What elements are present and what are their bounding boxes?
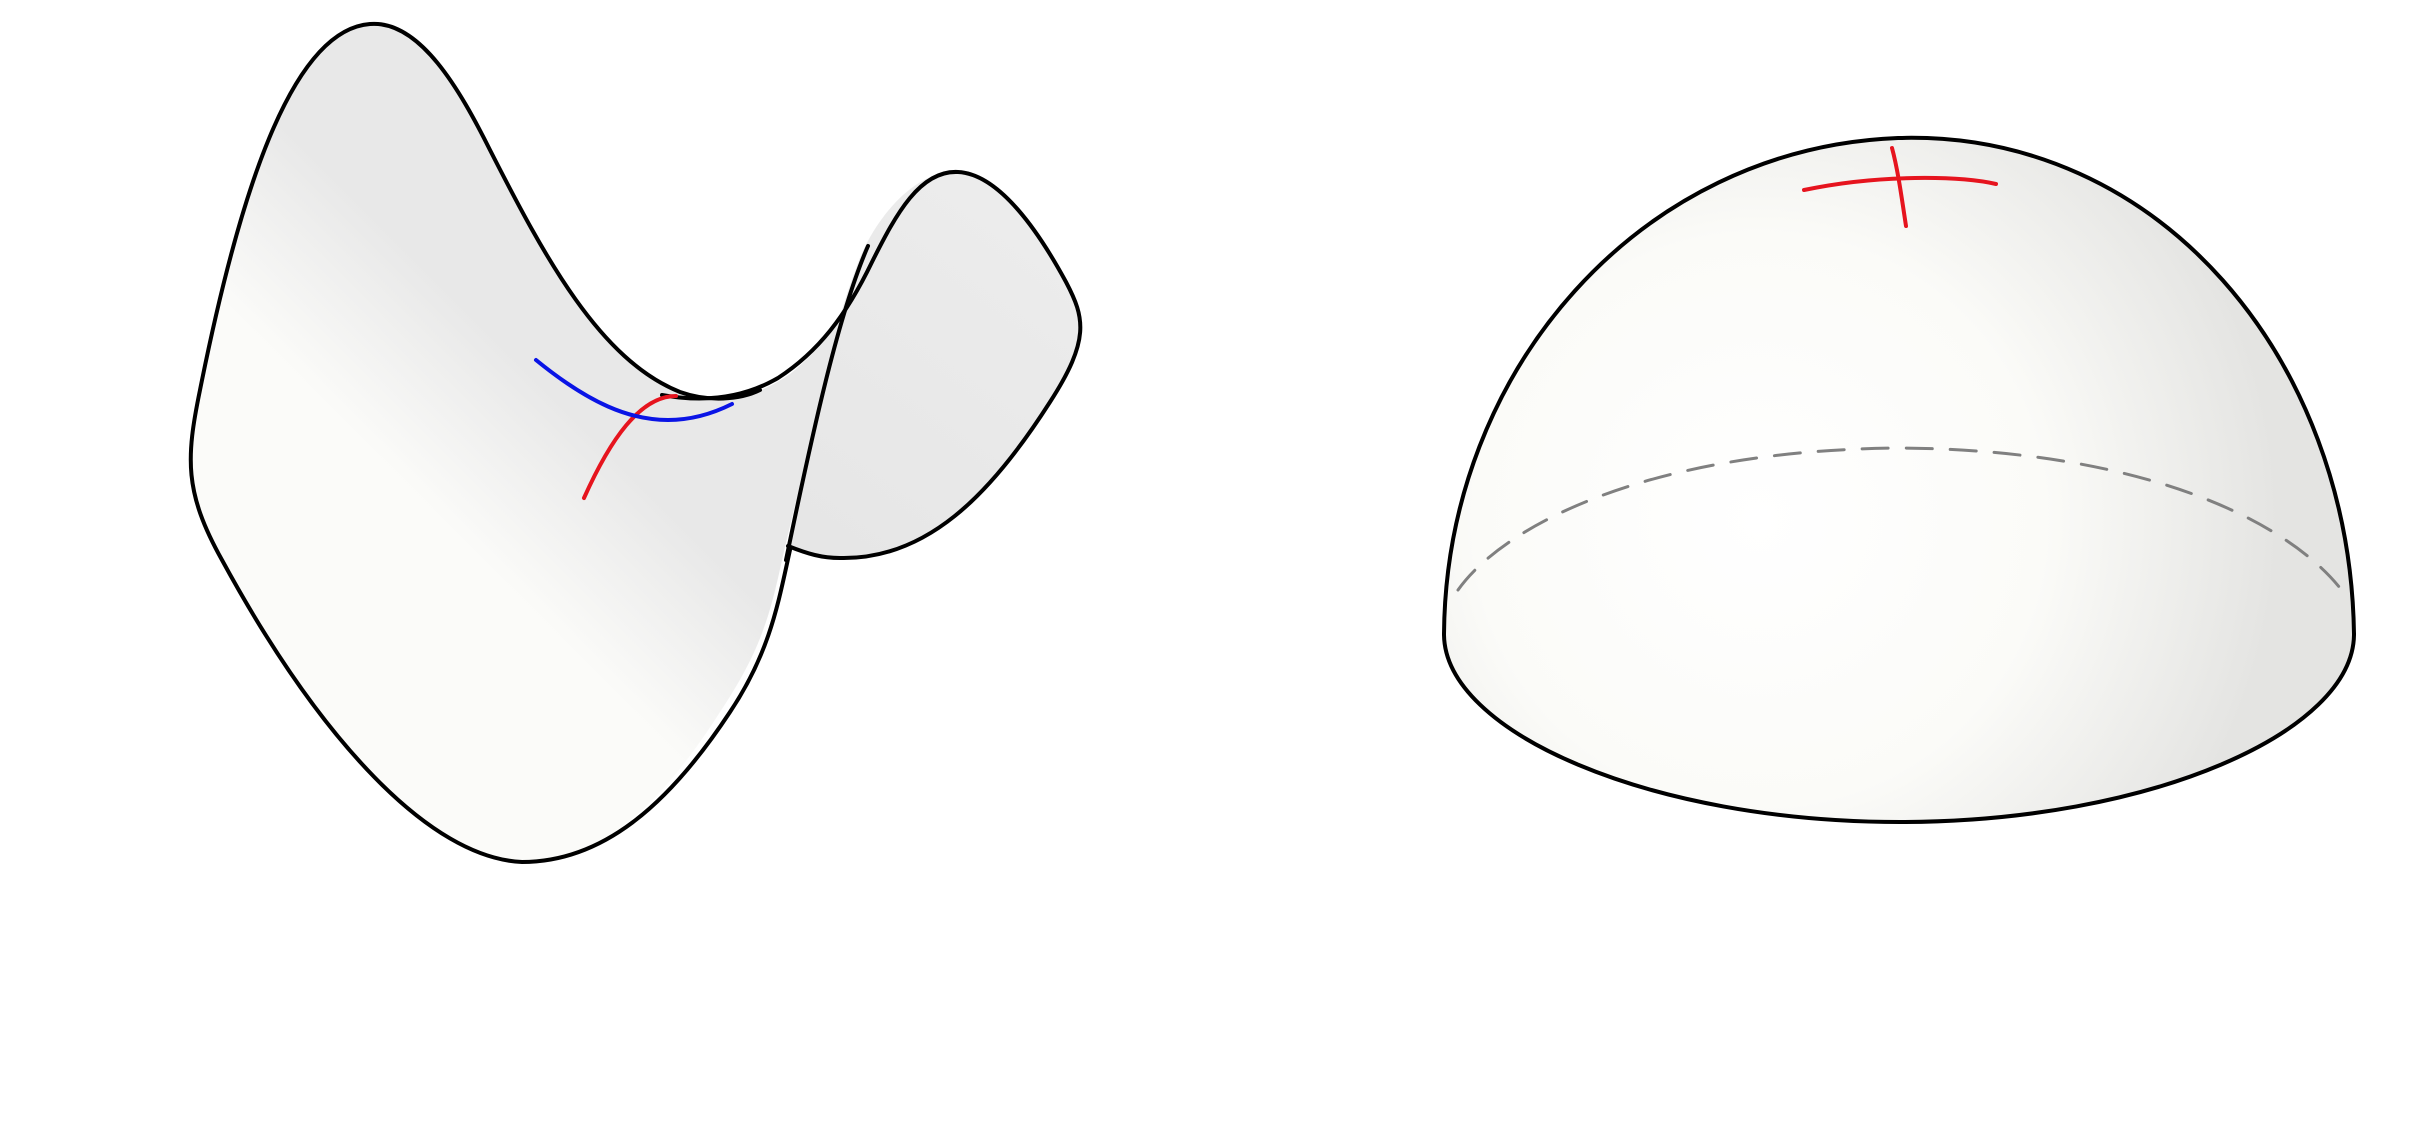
saddle-curve-red — [582, 394, 678, 500]
hemisphere-surface — [1442, 135, 2356, 824]
saddle-outline-ridge — [660, 169, 1083, 561]
hemisphere-fill — [1444, 137, 2354, 823]
dome-curve-vertical — [1890, 146, 1908, 228]
hemisphere-dome-outline — [1442, 135, 2356, 636]
hemisphere-base-front-edge — [1442, 632, 2356, 824]
saddle-left-wing-fill — [189, 21, 869, 862]
dome-curve-horizontal — [1802, 175, 1998, 192]
hemisphere-base-back-edge — [1456, 446, 2348, 598]
saddle-curve-blue — [534, 358, 734, 422]
saddle-outline-fold — [784, 244, 870, 562]
saddle-surface — [188, 21, 1083, 864]
saddle-outline-left-wing — [188, 21, 792, 864]
